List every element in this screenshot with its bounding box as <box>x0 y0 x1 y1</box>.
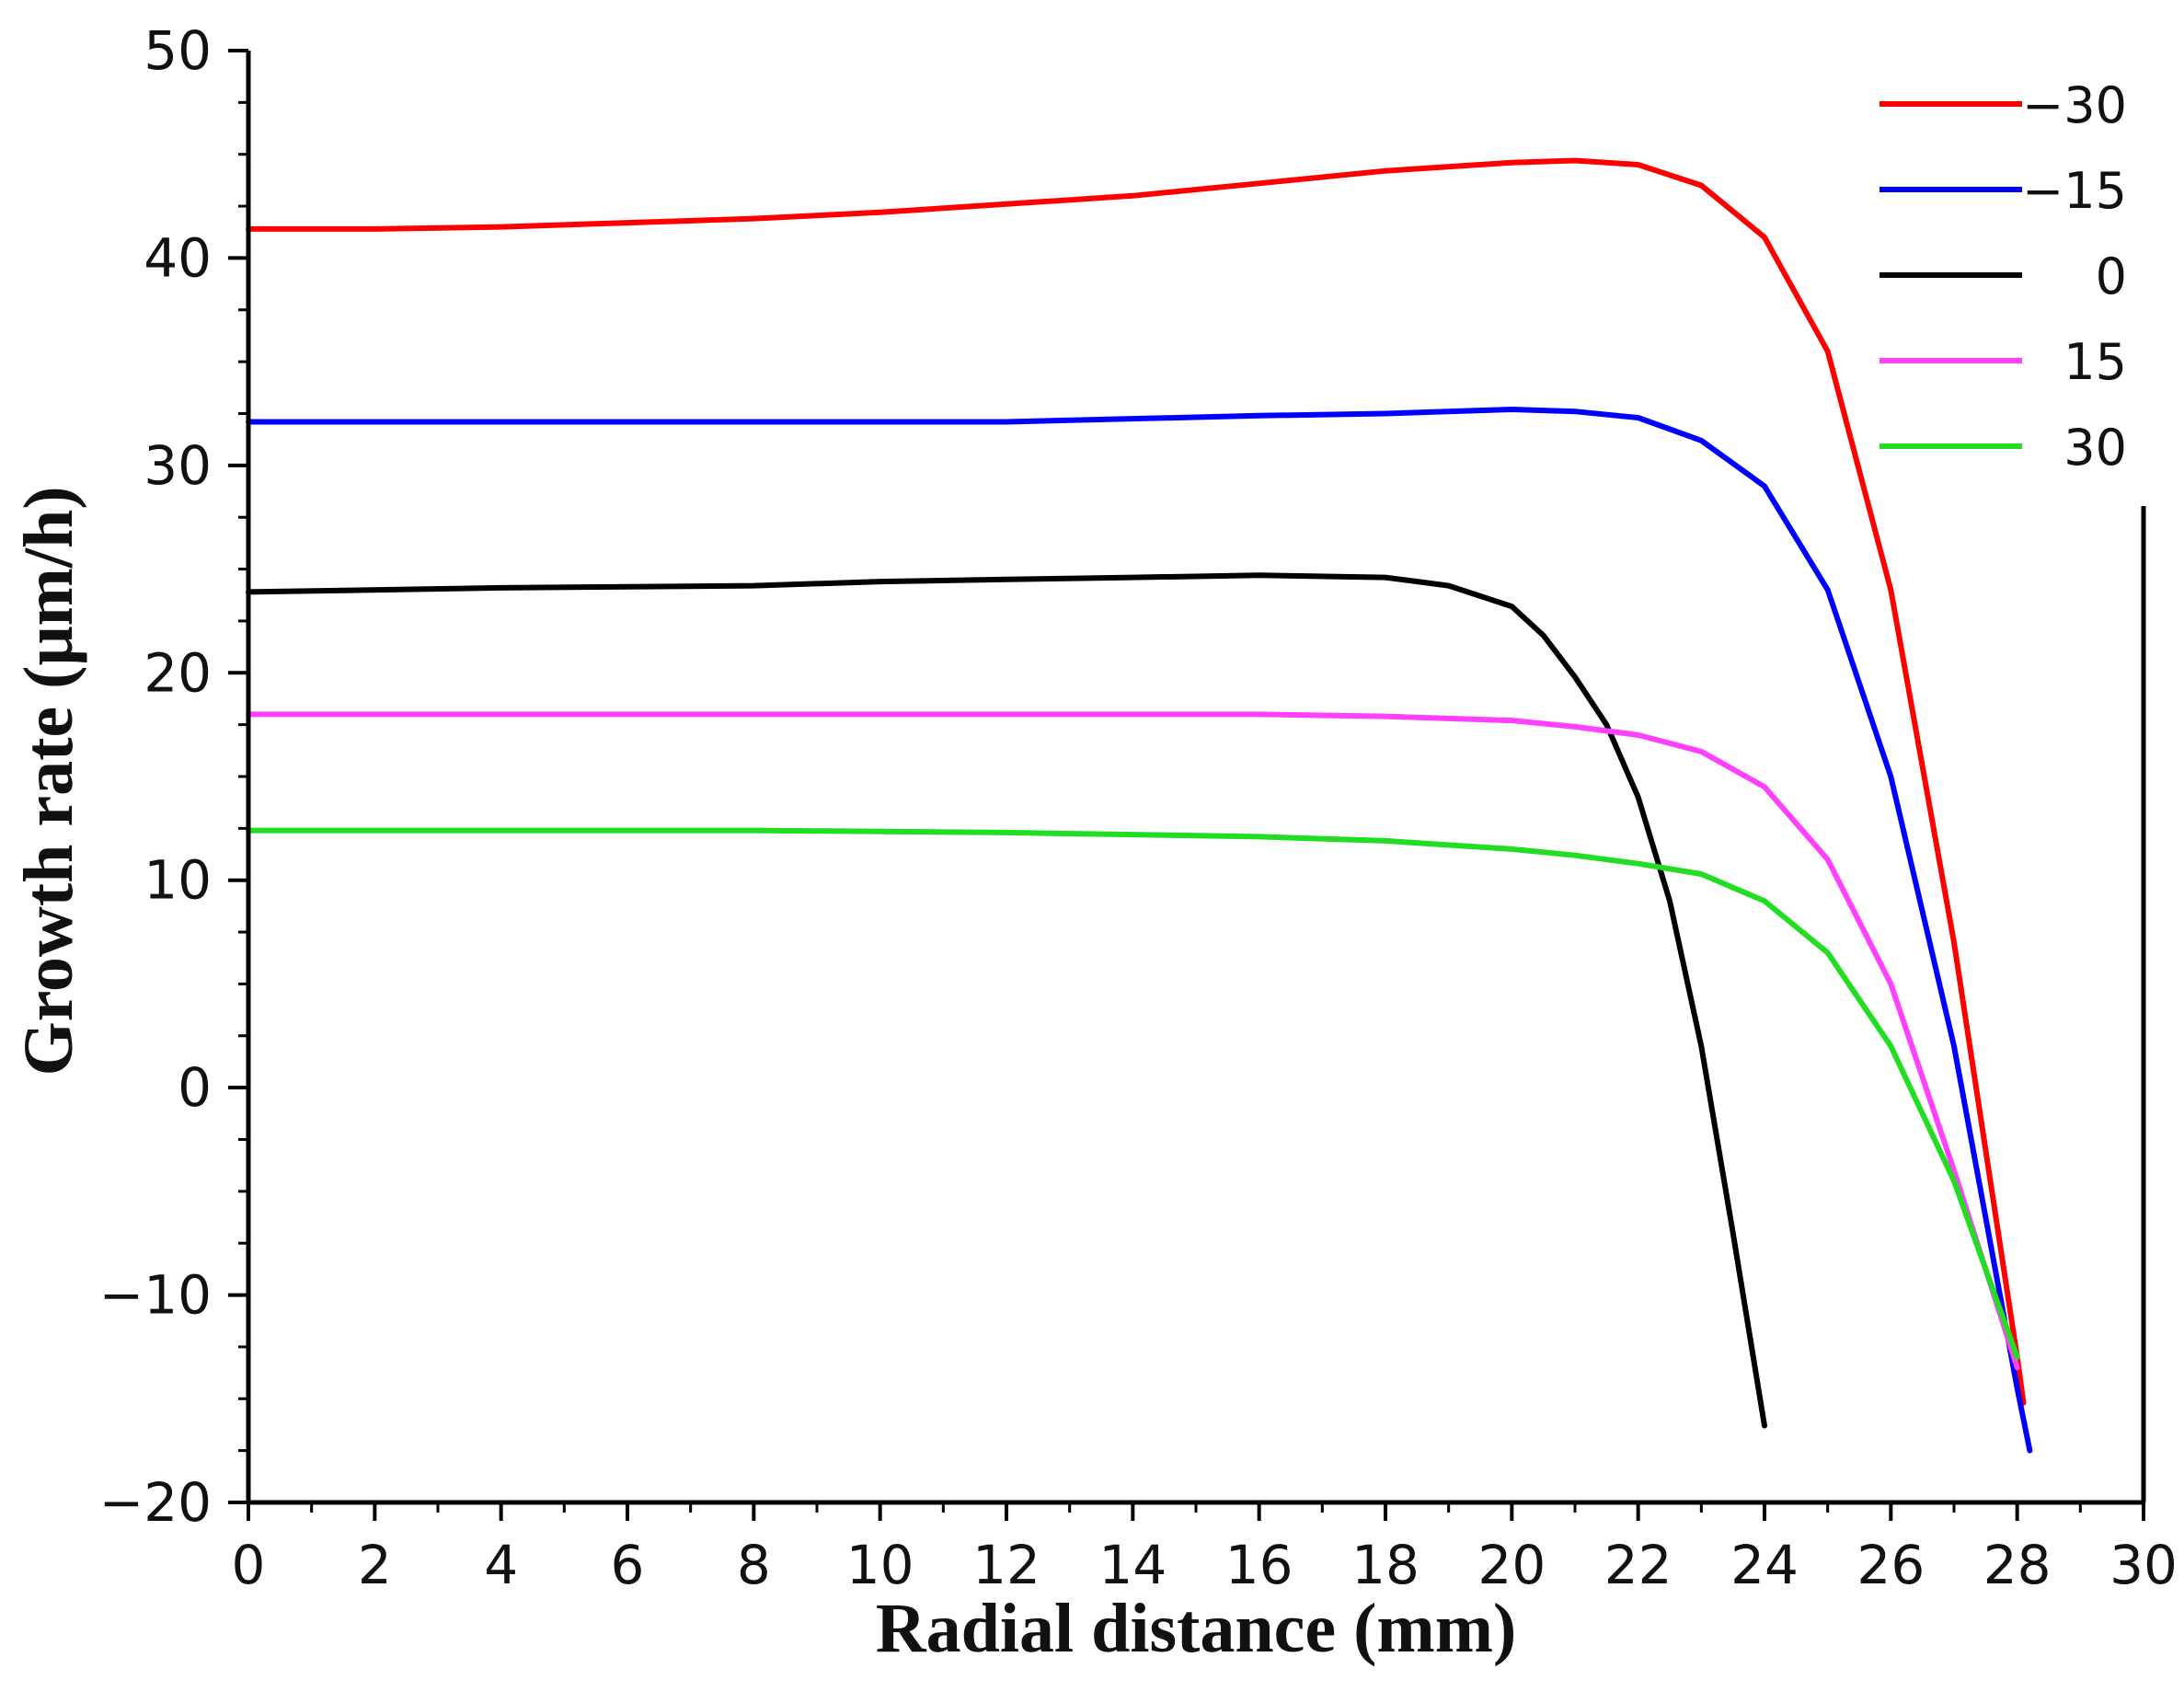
y-tick-label: 30 <box>144 434 212 497</box>
y-tick-label: 40 <box>144 226 212 289</box>
y-tick-label: −20 <box>99 1471 212 1534</box>
x-tick-label: 30 <box>2109 1534 2178 1596</box>
series-line-1 <box>246 407 2033 1454</box>
x-tick-label: 20 <box>1477 1534 1546 1596</box>
x-tick-label: 24 <box>1730 1534 1799 1596</box>
x-tick-label: 18 <box>1351 1534 1420 1596</box>
x-tick-label: 8 <box>737 1534 771 1596</box>
y-tick-label: −10 <box>99 1264 212 1327</box>
ticks: 0 2 4 6 8 10 12 14 16 18 20 22 24 26 28 30−20−100102030… <box>99 19 2178 1596</box>
series-line-4 <box>246 827 2020 1361</box>
series-line-0 <box>246 157 2027 1406</box>
x-axis-title: Radial distance (mm) <box>876 1590 1517 1667</box>
y-tick-label: 10 <box>144 849 212 912</box>
y-axis-title: Growth rate (μm/h) <box>10 486 87 1076</box>
axes <box>246 51 2146 1505</box>
x-tick-label: 22 <box>1604 1534 1672 1596</box>
x-tick-label: 26 <box>1856 1534 1925 1596</box>
series-line-2 <box>246 572 1767 1429</box>
series-line-3 <box>246 711 2020 1371</box>
x-tick-label: 14 <box>1098 1534 1167 1596</box>
legend: −30 −15 0 15 30 <box>1879 76 2127 477</box>
y-tick-label: 20 <box>144 641 212 704</box>
x-tick-label: 10 <box>846 1534 914 1596</box>
series-lines <box>246 157 2033 1454</box>
x-tick-label: 2 <box>358 1534 392 1596</box>
x-tick-label: 16 <box>1225 1534 1293 1596</box>
legend-label-3: 15 <box>2063 333 2127 391</box>
x-tick-label: 28 <box>1983 1534 2052 1596</box>
legend-label-4: 30 <box>2063 419 2127 477</box>
legend-label-1: −15 <box>2022 162 2127 220</box>
x-tick-label: 12 <box>972 1534 1040 1596</box>
x-tick-label: 6 <box>611 1534 645 1596</box>
x-tick-label: 4 <box>484 1534 518 1596</box>
x-tick-label: 0 <box>232 1534 266 1596</box>
legend-label-2: 0 <box>2096 247 2127 305</box>
legend-label-0: −30 <box>2022 76 2127 134</box>
y-tick-label: 50 <box>144 19 212 82</box>
y-tick-label: 0 <box>178 1056 212 1119</box>
